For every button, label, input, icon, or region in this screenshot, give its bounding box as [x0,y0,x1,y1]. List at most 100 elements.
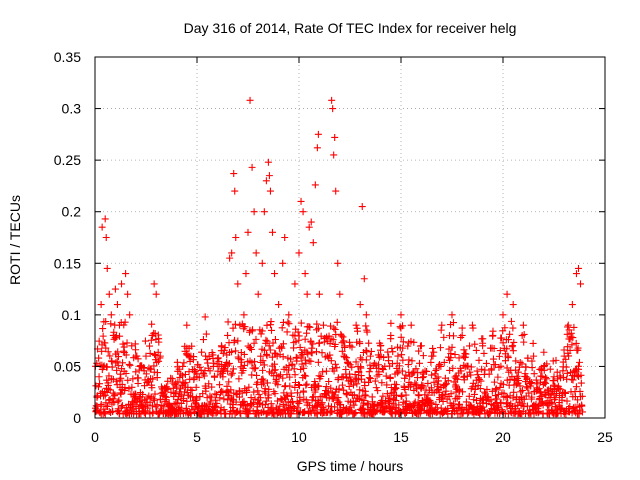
data-point [306,323,314,331]
data-point [373,372,381,380]
data-point [265,391,273,399]
data-point [350,381,358,389]
data-point [154,348,162,356]
data-point [351,409,359,417]
data-point [240,350,248,358]
data-point [220,406,228,414]
data-point [268,353,276,361]
data-point [93,359,101,367]
data-point [510,388,518,396]
data-point [211,396,219,404]
data-point [574,264,582,272]
data-point [126,361,134,369]
data-point [98,347,106,355]
data-point [464,410,472,418]
data-point [399,344,407,352]
data-point [472,346,480,354]
data-point [407,321,415,329]
data-point [274,381,282,389]
data-point [324,352,332,360]
data-point [111,285,119,293]
data-point [377,342,385,350]
data-point [386,373,394,381]
data-point [535,385,543,393]
data-point [242,270,250,278]
data-point [102,344,110,352]
data-point [335,385,343,393]
data-point [506,330,514,338]
data-point [199,336,207,344]
data-point [458,331,466,339]
data-point [431,370,439,378]
data-point [329,105,337,113]
data-point [483,385,491,393]
data-point [482,359,490,367]
data-point [303,329,311,337]
data-point [216,381,224,389]
data-point [520,330,528,338]
data-point [220,395,228,403]
data-point [287,406,295,414]
data-point [330,391,338,399]
data-point [125,360,133,368]
data-point [490,378,498,386]
data-point [450,332,458,340]
data-point [290,365,298,373]
data-point [479,342,487,350]
data-point [362,311,370,319]
data-point [518,386,526,394]
data-point [271,366,279,374]
data-point [525,389,533,397]
data-point [392,397,400,405]
data-point [496,347,504,355]
data-point [564,343,572,351]
data-point [494,390,502,398]
data-point [331,340,339,348]
data-point [180,359,188,367]
data-point [503,364,511,372]
data-point [333,318,341,326]
data-point [379,366,387,374]
data-point [152,290,160,298]
data-point [402,391,410,399]
data-point [352,397,360,405]
data-point [210,372,218,380]
data-point [146,349,154,357]
data-point [496,399,504,407]
data-point [162,393,170,401]
data-point [462,350,470,358]
data-point [260,361,268,369]
data-point [331,360,339,368]
data-point [566,346,574,354]
data-point [371,377,379,385]
data-point [509,342,517,350]
data-point [275,301,283,309]
data-point [563,397,571,405]
data-point [473,367,481,375]
data-point [156,408,164,416]
data-point [530,370,538,378]
data-point [363,328,371,336]
data-point [249,399,257,407]
data-point [174,378,182,386]
data-point [132,352,140,360]
data-point [188,342,196,350]
data-point [529,339,537,347]
data-point [365,339,373,347]
data-point [271,335,279,343]
data-point [99,332,107,340]
data-point [178,372,186,380]
data-point [477,377,485,385]
data-point [105,396,113,404]
data-point [443,380,451,388]
data-point [234,337,242,345]
data-point [288,361,296,369]
data-point [192,383,200,391]
data-point [245,410,253,418]
data-point [257,352,265,360]
data-point [263,379,271,387]
data-point [341,343,349,351]
data-point [338,332,346,340]
data-point [330,151,338,159]
